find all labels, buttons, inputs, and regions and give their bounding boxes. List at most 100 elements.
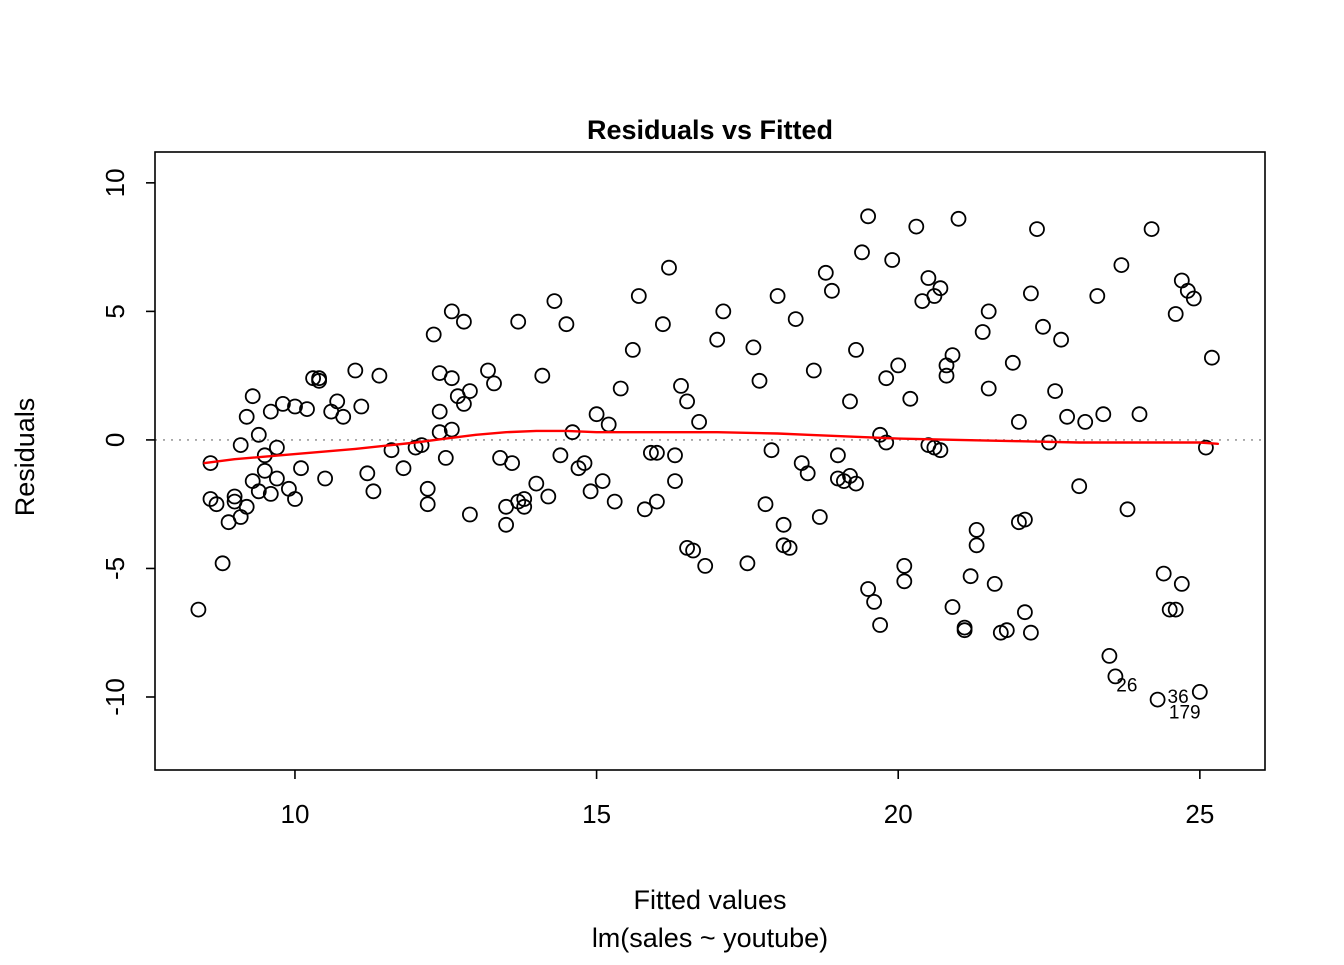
- data-point: [516, 498, 533, 515]
- data-point: [1131, 406, 1148, 423]
- data-point: [226, 488, 243, 505]
- data-point: [649, 493, 665, 510]
- data-point: [932, 442, 949, 459]
- data-point: [280, 480, 297, 497]
- data-point: [480, 362, 496, 379]
- data-point: [980, 380, 997, 397]
- y-tick-label: 0: [100, 433, 130, 447]
- data-point: [317, 470, 334, 487]
- data-point: [1095, 406, 1112, 423]
- x-tick-label: 25: [1185, 799, 1214, 829]
- data-point: [1029, 221, 1045, 238]
- x-axis-label: Fitted values: [633, 885, 786, 915]
- data-point: [944, 599, 961, 615]
- data-point: [998, 622, 1015, 639]
- data-point: [1017, 604, 1033, 621]
- data-point: [920, 270, 937, 286]
- data-point: [540, 488, 557, 505]
- data-point: [498, 516, 515, 533]
- data-point: [455, 395, 472, 412]
- data-point: [546, 293, 563, 310]
- data-point: [757, 496, 774, 513]
- outlier-point-label: 179: [1169, 702, 1201, 723]
- data-point: [311, 372, 328, 389]
- data-point: [1198, 439, 1214, 456]
- data-point: [1035, 318, 1051, 335]
- data-point: [824, 282, 840, 299]
- data-point: [1167, 306, 1184, 322]
- data-point: [293, 460, 309, 477]
- data-point: [594, 473, 611, 490]
- data-point: [244, 473, 261, 490]
- data-point: [1143, 221, 1160, 238]
- data-point: [347, 362, 364, 379]
- data-point: [974, 324, 991, 340]
- data-point: [232, 509, 249, 525]
- data-point: [510, 313, 527, 330]
- x-tick-label: 20: [884, 799, 913, 829]
- y-axis-label: Residuals: [10, 398, 40, 517]
- data-point: [262, 403, 279, 420]
- data-point: [986, 576, 1003, 592]
- data-point: [667, 447, 683, 464]
- data-point: [437, 449, 454, 466]
- data-point: [600, 416, 617, 433]
- data-point: [950, 210, 967, 227]
- data-point: [1047, 383, 1063, 400]
- data-point: [944, 347, 961, 364]
- data-point: [661, 259, 677, 276]
- smooth-line: [203, 429, 1220, 465]
- data-point: [256, 462, 273, 479]
- data-point: [274, 395, 291, 412]
- data-point: [1101, 648, 1118, 664]
- data-point: [878, 370, 895, 387]
- data-point: [1173, 272, 1190, 289]
- data-point: [335, 408, 352, 425]
- data-point: [968, 522, 985, 538]
- data-point: [576, 455, 593, 472]
- data-point: [811, 509, 828, 525]
- y-tick-label: -10: [100, 678, 130, 716]
- data-point: [739, 555, 756, 572]
- data-point: [238, 498, 255, 515]
- data-point: [353, 398, 370, 415]
- data-point: [902, 390, 919, 407]
- outlier-point-label: 26: [1116, 675, 1137, 696]
- data-point: [443, 421, 460, 438]
- data-point: [190, 601, 207, 618]
- data-point: [793, 455, 810, 472]
- data-point: [630, 288, 647, 304]
- data-point: [932, 280, 949, 297]
- data-point: [866, 594, 882, 610]
- data-point: [461, 383, 478, 400]
- data-point: [878, 434, 895, 451]
- data-point: [751, 372, 768, 389]
- data-point: [890, 357, 907, 374]
- data-point: [842, 393, 858, 410]
- data-point: [860, 208, 876, 225]
- data-point: [715, 303, 732, 320]
- data-point: [980, 303, 997, 320]
- data-point: [504, 455, 520, 472]
- x-tick-label: 10: [280, 799, 309, 829]
- data-point: [805, 362, 822, 379]
- data-point: [443, 370, 460, 387]
- data-point: [709, 331, 726, 348]
- data-point: [1004, 354, 1021, 371]
- chart-title: Residuals vs Fitted: [587, 115, 833, 145]
- data-point: [612, 380, 629, 397]
- plot-border: [154, 151, 1266, 771]
- data-point: [962, 568, 979, 585]
- data-point: [1191, 684, 1208, 700]
- data-point: [649, 444, 665, 461]
- data-point: [250, 483, 267, 500]
- data-point: [769, 288, 786, 304]
- data-point: [365, 483, 382, 500]
- data-point: [697, 558, 714, 574]
- outlier-point-label: 36: [1168, 687, 1189, 708]
- x-tick-label: 15: [582, 799, 611, 829]
- data-point: [1185, 290, 1202, 307]
- data-point: [624, 341, 641, 358]
